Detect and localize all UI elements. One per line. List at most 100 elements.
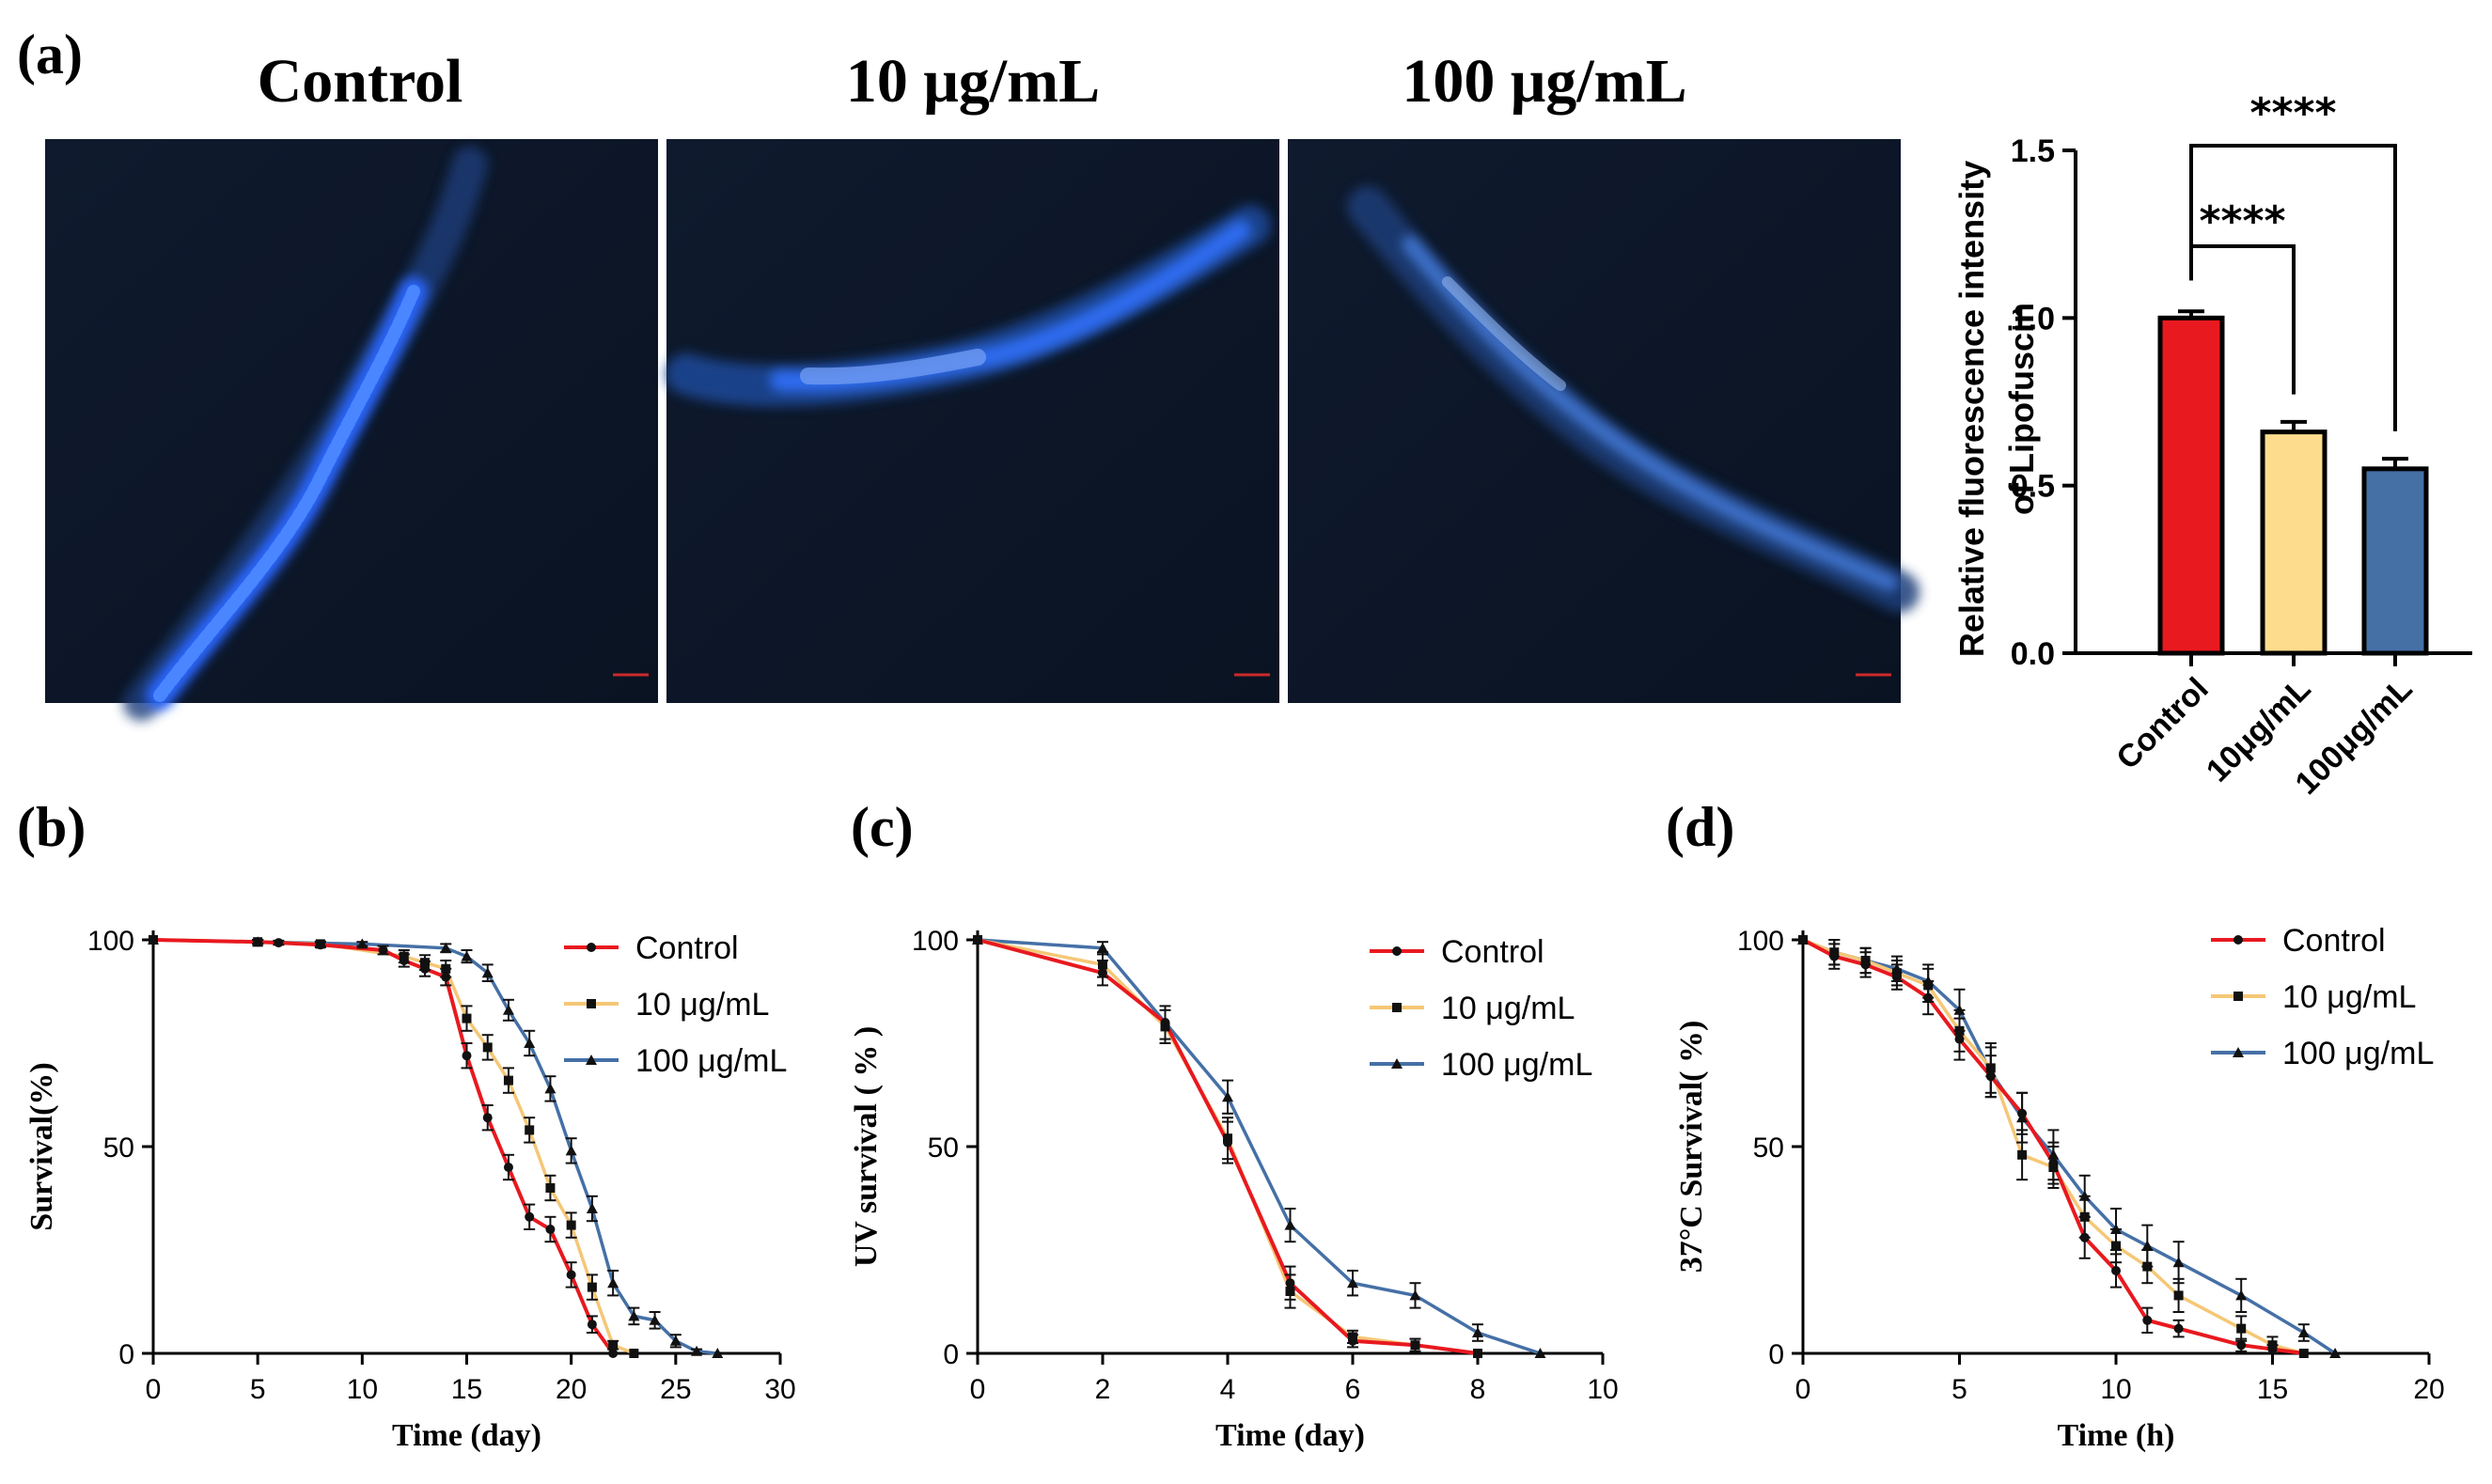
data-point xyxy=(524,1038,536,1048)
data-point xyxy=(525,1125,535,1135)
y-axis-label: Survival(%) xyxy=(24,1062,59,1230)
survival-chart: 0 5 10 15 20 25 30 0 50 100 Time (day) Survival(%) C… xyxy=(24,926,796,1453)
series-line xyxy=(1802,938,2337,1355)
data-point xyxy=(1798,935,1808,945)
data-point xyxy=(973,935,982,945)
x-tick-label: 15 xyxy=(451,1374,482,1405)
data-point xyxy=(2048,1158,2059,1168)
x-tick-label: 5 xyxy=(1951,1374,1967,1405)
legend-label: 10 μg/mL xyxy=(2282,979,2416,1015)
image-title-100: 100 μg/mL xyxy=(1402,47,1686,116)
series-line xyxy=(1802,938,2305,1355)
data-point xyxy=(544,1083,556,1094)
x-tick-label: 0 xyxy=(970,1374,986,1405)
micrograph-100 xyxy=(1288,139,1920,703)
data-point xyxy=(2079,1232,2090,1242)
data-point xyxy=(1392,1003,1402,1012)
image-title-control: Control xyxy=(258,47,463,116)
data-point xyxy=(482,1113,493,1123)
data-point xyxy=(2172,1257,2185,1268)
series-line xyxy=(152,938,718,1355)
legend-label: 100 μg/mL xyxy=(2282,1036,2434,1071)
worm-fluorescence-icon xyxy=(123,147,488,721)
legend-label: 100 μg/mL xyxy=(1441,1047,1592,1083)
data-point xyxy=(587,1282,597,1292)
data-point xyxy=(1985,1071,1996,1082)
data-point xyxy=(1409,1289,1421,1301)
data-point xyxy=(1534,1348,1546,1358)
data-point xyxy=(315,940,325,950)
data-point xyxy=(462,1013,472,1023)
data-point xyxy=(149,935,158,945)
x-tick-label: 8 xyxy=(1470,1374,1486,1405)
data-point xyxy=(1222,1091,1233,1102)
data-point xyxy=(1472,1327,1483,1337)
data-point xyxy=(587,1320,597,1330)
data-point xyxy=(461,950,473,961)
data-point xyxy=(1891,972,1902,982)
bar xyxy=(2157,315,2225,656)
data-point xyxy=(1098,968,1107,978)
data-point xyxy=(1829,951,1840,961)
data-point xyxy=(2142,1261,2153,1272)
x-tick-label: Control xyxy=(2109,671,2215,776)
x-tick-label: 20 xyxy=(556,1374,587,1405)
y-tick-label: 0 xyxy=(1768,1339,1784,1370)
x-tick-label: 25 xyxy=(660,1374,691,1405)
data-point xyxy=(1391,1058,1403,1069)
data-point xyxy=(503,1163,513,1172)
y-tick-label: 100 xyxy=(912,926,959,957)
x-axis-label: Time (h) xyxy=(2058,1418,2175,1453)
micrograph-10 xyxy=(666,139,1279,703)
legend-label: Control xyxy=(635,930,739,966)
data-point xyxy=(462,1051,472,1061)
y-axis-label: 37°C Survival( %) xyxy=(1674,1021,1709,1273)
data-point xyxy=(1284,1219,1296,1230)
panel-label-c: (c) xyxy=(851,796,914,858)
data-point xyxy=(587,999,596,1008)
y-tick-label: 1.0 xyxy=(2011,301,2055,336)
x-tick-label: 10 xyxy=(347,1374,378,1405)
data-point xyxy=(1160,1018,1170,1027)
y-tick-label: 0 xyxy=(118,1339,134,1370)
x-tick-label: 0 xyxy=(146,1374,162,1405)
data-point xyxy=(545,1183,556,1193)
data-point xyxy=(712,1348,724,1358)
micrograph-control xyxy=(45,139,658,721)
data-point xyxy=(2233,935,2243,945)
data-point xyxy=(607,1277,619,1289)
y-tick-label: 50 xyxy=(1753,1133,1784,1164)
data-point xyxy=(356,938,368,949)
panel-label-a: (a) xyxy=(17,23,83,86)
data-point xyxy=(1923,992,1934,1003)
y-tick-label: 0 xyxy=(943,1339,959,1370)
x-axis-label: Time (day) xyxy=(392,1418,541,1453)
x-tick-label: 4 xyxy=(1220,1374,1236,1405)
data-point xyxy=(608,1349,619,1358)
y-tick-label: 1.5 xyxy=(2011,133,2055,169)
data-point xyxy=(566,1270,576,1280)
y-tick-label: 50 xyxy=(103,1133,134,1164)
legend-label: 10 μg/mL xyxy=(1441,991,1575,1026)
data-point xyxy=(274,938,284,948)
data-point xyxy=(2235,1289,2248,1301)
significance-label: **** xyxy=(2249,89,2336,137)
data-point xyxy=(253,937,263,947)
data-point xyxy=(2297,1327,2310,1337)
bar-chart-ylabel-line1: Relative fluorescence intensity xyxy=(1952,161,1991,657)
data-point xyxy=(669,1335,682,1346)
data-point xyxy=(2236,1340,2247,1351)
y-tick-label: 100 xyxy=(87,926,134,957)
data-point xyxy=(586,1203,598,1213)
legend-label: 100 μg/mL xyxy=(635,1043,787,1079)
legend-label: 10 μg/mL xyxy=(635,987,769,1023)
x-tick-label: 2 xyxy=(1095,1374,1111,1405)
data-point xyxy=(482,1042,493,1053)
data-point xyxy=(502,1004,514,1015)
data-point xyxy=(2236,1323,2247,1334)
significance-label: **** xyxy=(2199,197,2285,245)
y-tick-label: 0.5 xyxy=(2011,469,2055,505)
data-point xyxy=(2173,1290,2184,1301)
